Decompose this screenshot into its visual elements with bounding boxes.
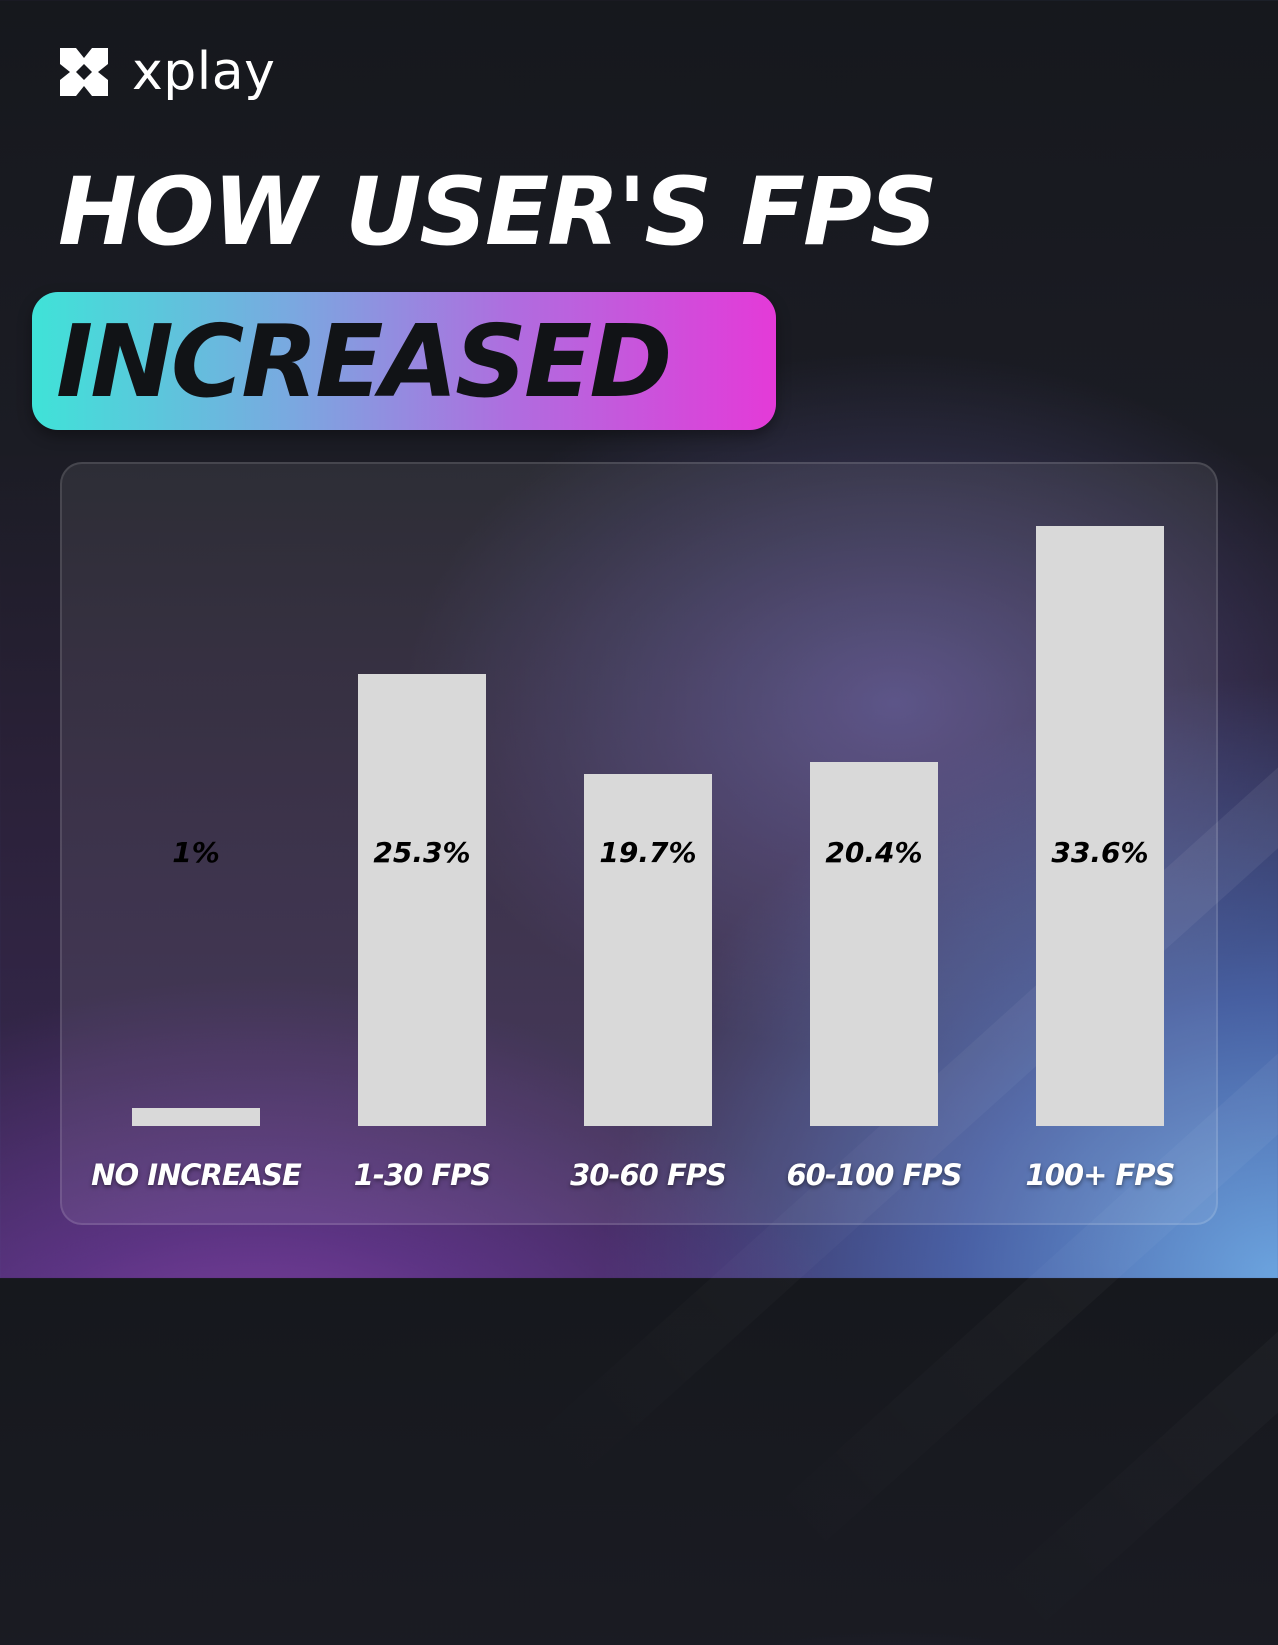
headline-highlight-pill [32, 292, 776, 430]
brand: xplay [58, 46, 275, 98]
bar [132, 1108, 260, 1126]
headline-line-1: HOW USER'S FPS [58, 158, 938, 267]
category-label: NO INCREASE [91, 1158, 302, 1192]
bar [810, 761, 938, 1126]
bar-value-label: 33.6% [1051, 836, 1149, 869]
brand-name: xplay [132, 42, 276, 102]
category-label: 1-30 FPS [353, 1158, 492, 1192]
bar-value-label: 25.3% [373, 836, 471, 869]
bar [358, 674, 486, 1126]
bar-value-label: 1% [172, 836, 220, 869]
bar-value-label: 19.7% [599, 836, 697, 869]
category-label: 30-60 FPS [570, 1158, 727, 1192]
bar-value-label: 20.4% [825, 836, 923, 869]
category-label: 100+ FPS [1025, 1158, 1176, 1192]
bar [584, 774, 712, 1126]
x-cross-logo-icon [60, 48, 108, 96]
headline-line-2: INCREASED [56, 303, 672, 420]
category-label: 60-100 FPS [786, 1158, 963, 1192]
bar [1036, 526, 1164, 1126]
